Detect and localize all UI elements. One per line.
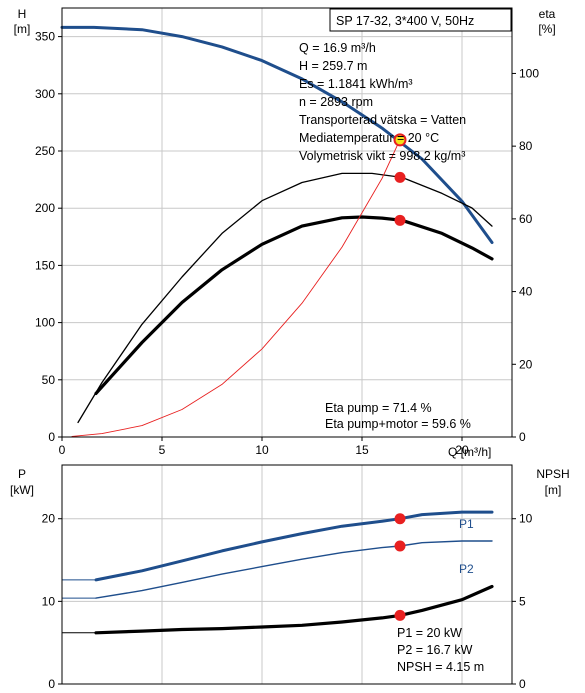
info-h: H = 259.7 m (299, 59, 367, 73)
p2-series-label: P2 (459, 562, 474, 576)
x-tick-label: 0 (59, 443, 66, 457)
y2-tick-label: 80 (519, 139, 533, 153)
duty-point-marker (394, 540, 406, 552)
y-tick-label: 50 (42, 373, 56, 387)
plot-frame (61, 464, 513, 685)
info-n: n = 2893 rpm (299, 95, 373, 109)
duty-point-info: Q = 16.9 m³/h H = 259.7 m Es = 1.1841 kW… (299, 41, 466, 163)
head-efficiency-plot: 0 50 100 150 200 250 300 350 0 20 40 60 80 100 0 5 10 15 2… (35, 7, 539, 457)
info-p1: P1 = 20 kW (397, 626, 462, 640)
q-axis-label: Q [m³/h] (448, 445, 491, 459)
duty-point-marker (394, 513, 406, 525)
series-line (94, 510, 494, 582)
duty-point-marker (394, 214, 406, 226)
h-axis-label: H (18, 7, 27, 21)
info-density: Volymetrisk vikt = 998.2 kg/m³ (299, 149, 465, 163)
p-axis-unit: [kW] (10, 483, 34, 497)
power-npsh-plot: 0 10 20 0 5 10 (42, 464, 533, 691)
y2-tick-label: 100 (519, 66, 539, 80)
x-tick-label: 15 (355, 443, 369, 457)
info-es: Es = 1.1841 kWh/m³ (299, 77, 413, 91)
info-npsh: NPSH = 4.15 m (397, 660, 484, 674)
h-axis-unit: [m] (14, 22, 31, 36)
y-tick-label: 0 (48, 677, 55, 691)
y-tick-label: 300 (35, 87, 55, 101)
series-line (95, 540, 493, 599)
eta-axis-unit: [%] (538, 22, 555, 36)
npsh-axis-label: NPSH (536, 467, 569, 481)
y2-tick-label: 20 (519, 357, 533, 371)
y-tick-label: 0 (48, 430, 55, 444)
head-duty-marker-center (395, 135, 405, 145)
y-tick-label: 200 (35, 201, 55, 215)
p1-series-label: P1 (459, 517, 474, 531)
title-box (329, 8, 512, 32)
series-line (94, 584, 494, 635)
info-liquid: Transporterad vätska = Vatten (299, 113, 466, 127)
y-tick-label: 20 (42, 512, 56, 526)
y2-tick-label: 60 (519, 212, 533, 226)
x-tick-label: 5 (159, 443, 166, 457)
y-tick-label: 150 (35, 258, 55, 272)
y2-tick-label: 40 (519, 285, 533, 299)
info-temp: Mediatemperatur = 20 °C (299, 131, 439, 145)
x-tick-label: 20 (455, 443, 469, 457)
series-line (94, 215, 494, 395)
series-line (71, 135, 405, 437)
y-tick-label: 250 (35, 144, 55, 158)
duty-point-marker (394, 171, 406, 183)
y-tick-label: 10 (42, 594, 56, 608)
plot-frame (61, 7, 513, 438)
y2-tick-label: 5 (519, 594, 526, 608)
npsh-axis-unit: [m] (545, 483, 562, 497)
eta-pump-text: Eta pump = 71.4 % (325, 401, 432, 415)
eta-axis-label: eta (539, 7, 556, 21)
series-line (60, 25, 494, 244)
eta-pump-motor-text: Eta pump+motor = 59.6 % (325, 417, 471, 431)
p-axis-label: P (18, 467, 26, 481)
y2-tick-label: 0 (519, 677, 526, 691)
y-tick-label: 100 (35, 316, 55, 330)
y2-tick-label: 0 (519, 430, 526, 444)
duty-point-marker (394, 609, 406, 621)
y2-tick-label: 10 (519, 512, 533, 526)
y-tick-label: 350 (35, 30, 55, 44)
chart-title: SP 17-32, 3*400 V, 50Hz (336, 14, 474, 28)
x-tick-label: 10 (255, 443, 269, 457)
series-line (77, 172, 493, 424)
bottom-duty-info: P1 = 20 kW P2 = 16.7 kW NPSH = 4.15 m (397, 626, 484, 674)
info-q: Q = 16.9 m³/h (299, 41, 376, 55)
info-p2: P2 = 16.7 kW (397, 643, 473, 657)
